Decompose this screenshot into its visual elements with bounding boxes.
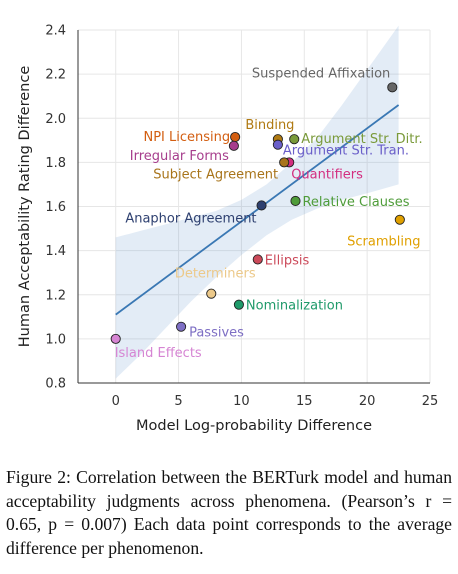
point-label-determiners: Determiners: [175, 267, 256, 282]
x-tick-label: 0: [112, 394, 120, 409]
scatter-chart: Suspended Affixation Binding NPI Licensing…: [17, 24, 438, 435]
point-argument-str-ditr: [289, 134, 300, 145]
point-ellipsis: [252, 254, 263, 265]
x-tick-label: 20: [359, 394, 376, 409]
x-tick-label: 25: [422, 394, 439, 409]
point-label-relative-clauses: Relative Clauses: [302, 195, 409, 210]
point-label-suspended-affixation: Suspended Affixation: [252, 66, 390, 81]
point-npi-licensing: [230, 131, 241, 143]
point-determiners: [206, 288, 217, 299]
regression-line: [115, 104, 400, 316]
y-tick-label: 1.8: [45, 156, 66, 171]
point-label-binding: Binding: [245, 118, 294, 133]
y-tick-label: 2.0: [45, 112, 66, 127]
point-label-quantifiers: Quantifiers: [291, 167, 363, 182]
y-tick-label: 2.4: [45, 24, 66, 39]
point-label-irregular-forms: Irregular Forms: [130, 149, 229, 164]
y-tick-label: 2.2: [45, 68, 66, 83]
point-label-argument-str-tran: Argument Str. Tran.: [283, 144, 409, 159]
y-tick-label: 1.2: [45, 288, 66, 303]
x-tick-label: 10: [233, 394, 250, 409]
x-axis-title: Model Log-probability Difference: [136, 418, 372, 434]
y-tick-label: 1.0: [45, 332, 66, 347]
point-label-anaphor-agreement: Anaphor Agreement: [125, 211, 256, 226]
point-irregular-forms: [228, 140, 239, 151]
point-label-island-effects: Island Effects: [115, 346, 202, 361]
regression-line-layer: [115, 104, 400, 316]
point-relative-clauses: [290, 195, 301, 207]
point-anaphor-agreement: [256, 200, 267, 211]
grid: [78, 29, 431, 384]
x-tick-label: 5: [174, 394, 182, 409]
point-island-effects: [110, 333, 121, 344]
tick-labels: 0 5 10 15 20 25 0.8 1.0 1.2 1.4 1.6 1.8 2.0 2.2 2.4: [45, 24, 438, 410]
point-label-nominalization: Nominalization: [246, 299, 343, 314]
point-scrambling: [394, 214, 405, 225]
confidence-band: [115, 25, 399, 379]
point-label-npi-licensing: NPI Licensing: [143, 130, 230, 145]
point-argument-str-tran: [272, 139, 283, 150]
y-axis-title: Human Acceptability Rating Difference: [17, 66, 33, 348]
point-label-passives: Passives: [189, 326, 244, 341]
confidence-band-layer: [115, 25, 399, 379]
x-tick-label: 15: [296, 394, 313, 409]
point-labels: Suspended Affixation Binding NPI Licensing…: [115, 66, 423, 361]
point-subject-agreement: [279, 157, 290, 168]
axes: [77, 30, 430, 384]
y-tick-label: 1.6: [45, 200, 66, 215]
y-tick-label: 0.8: [45, 377, 66, 392]
point-label-ellipsis: Ellipsis: [265, 253, 310, 268]
y-tick-label: 1.4: [45, 244, 66, 259]
point-passives: [176, 321, 187, 332]
point-label-subject-agreement: Subject Agreement: [153, 167, 278, 182]
figure-caption: Figure 2: Correlation between the BERTur…: [6, 467, 452, 558]
point-label-argument-str-ditr: Argument Str. Ditr.: [301, 132, 422, 147]
point-label-scrambling: Scrambling: [347, 235, 420, 250]
point-suspended-affixation: [387, 82, 398, 93]
point-nominalization: [233, 299, 244, 310]
data-points: [110, 82, 405, 344]
